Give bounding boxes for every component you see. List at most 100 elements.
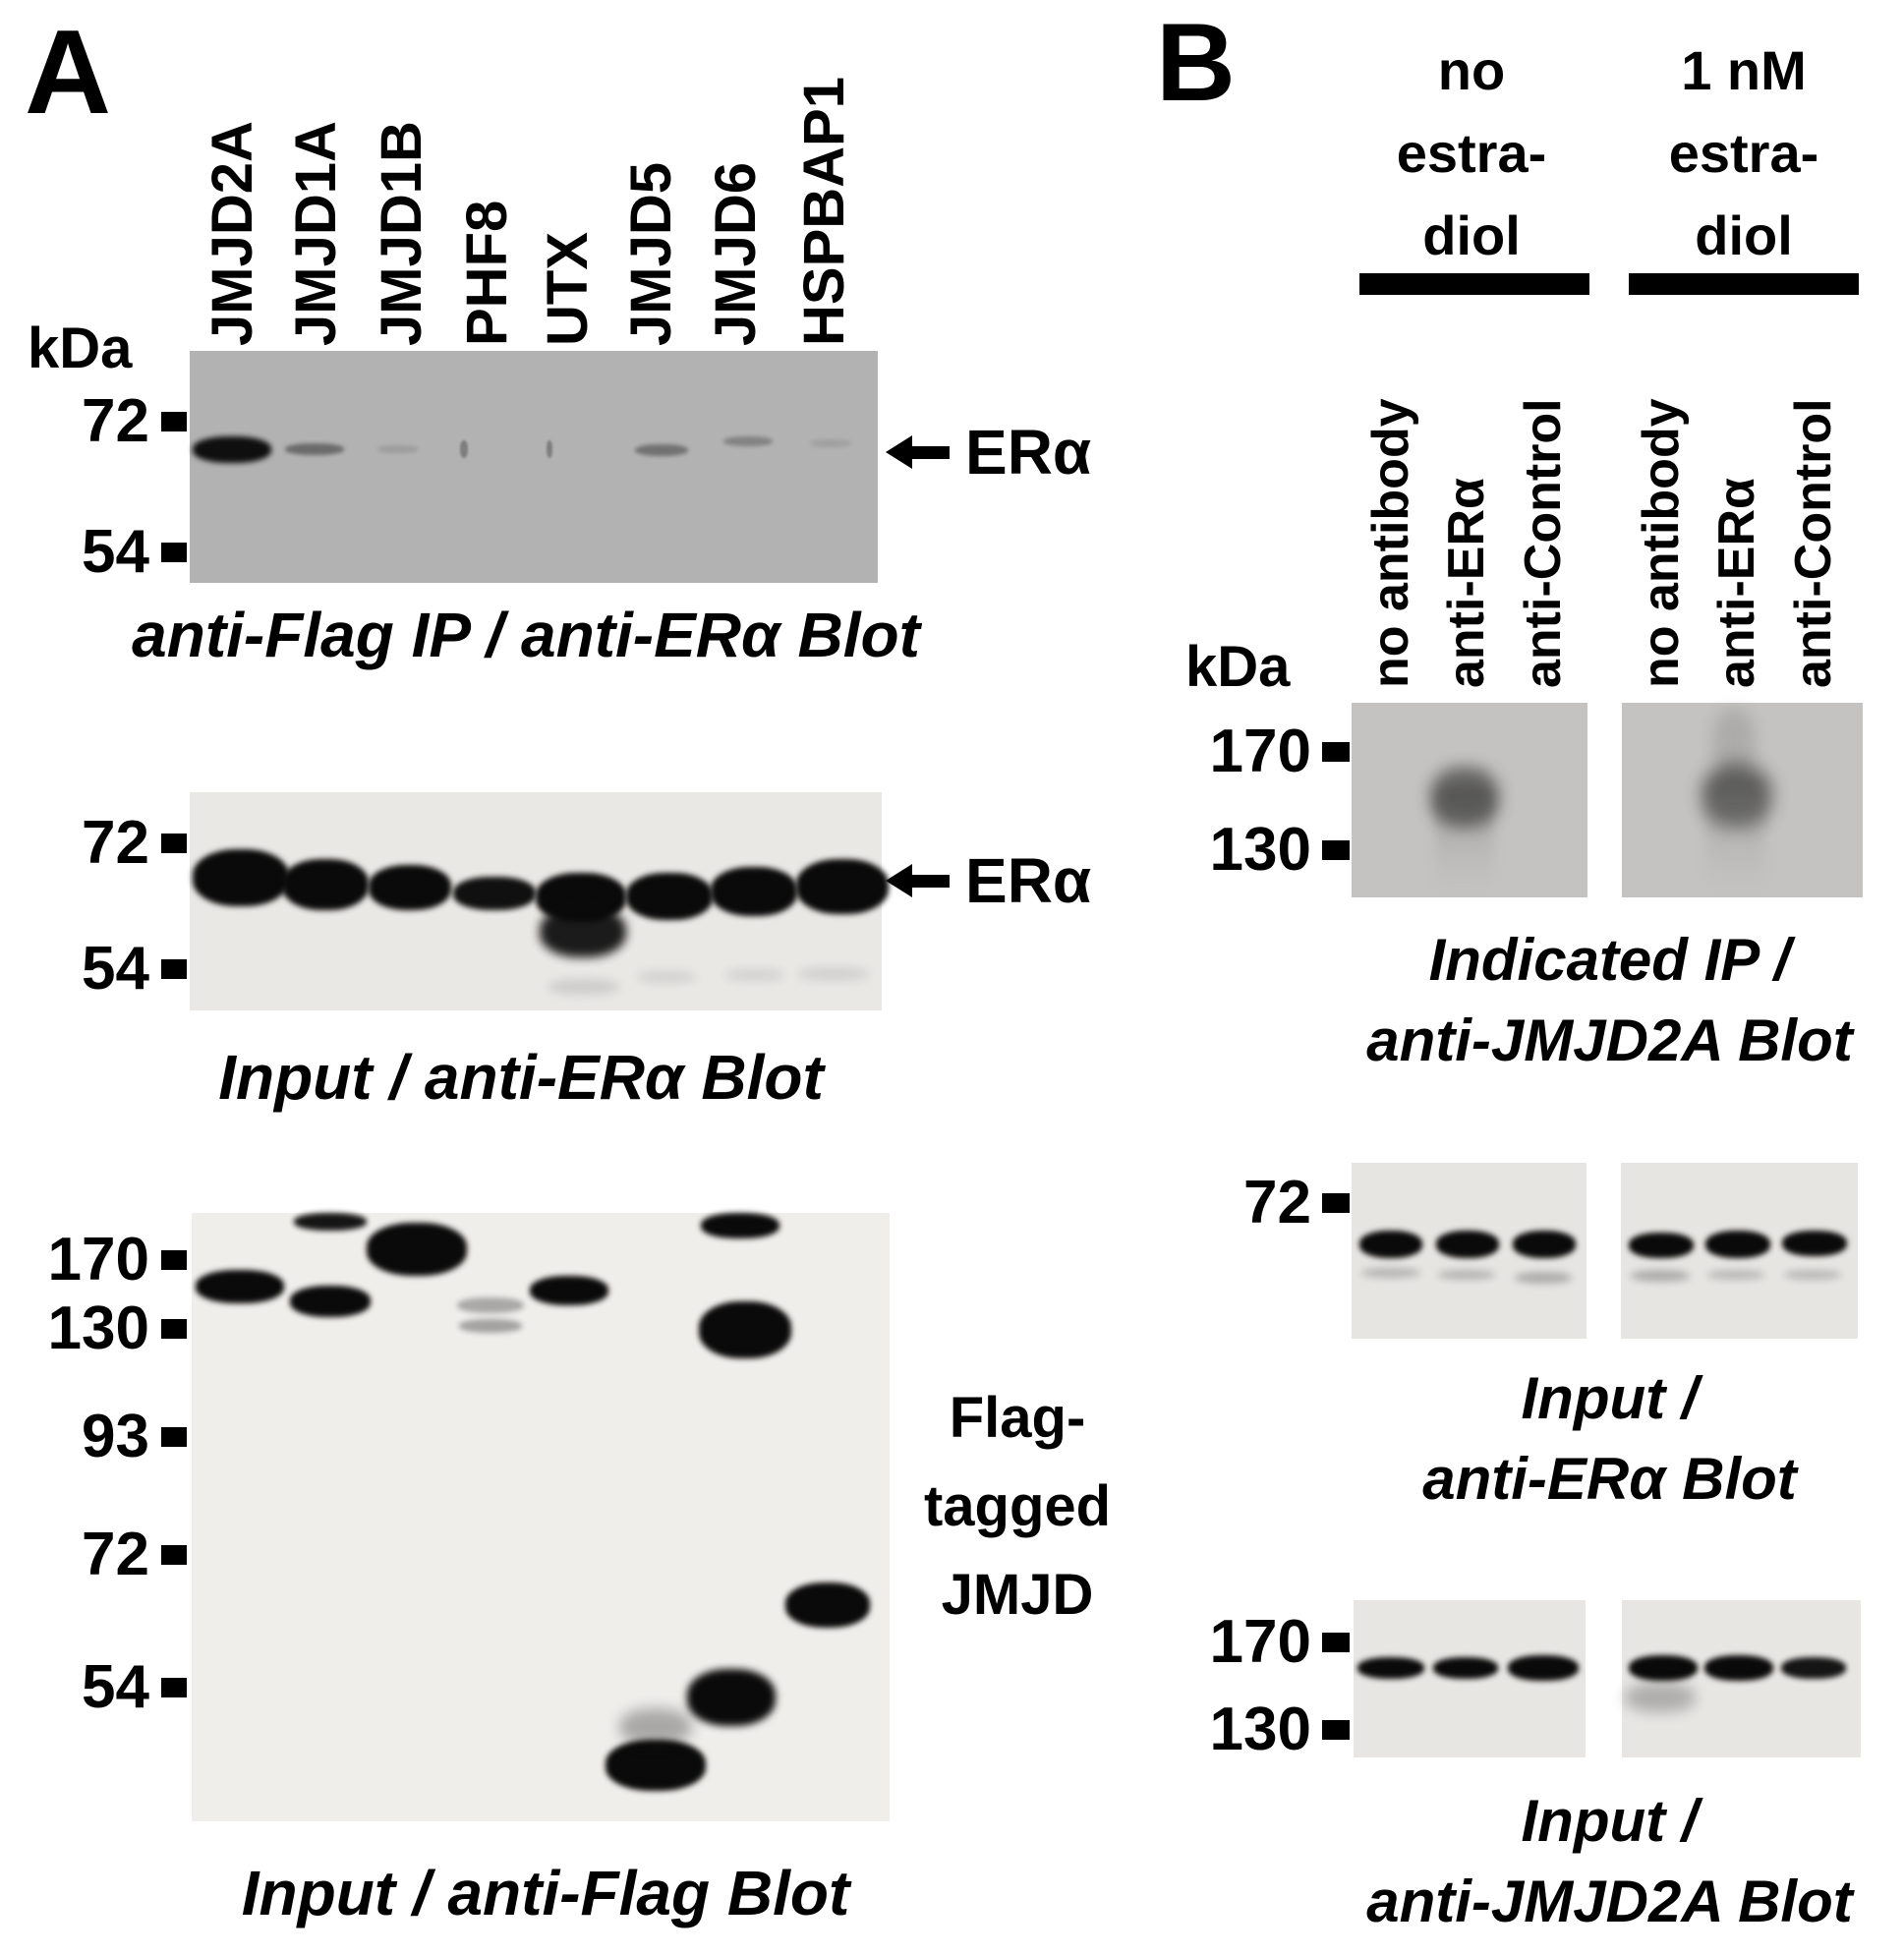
band — [1359, 1231, 1422, 1258]
marker-square-130 — [1322, 840, 1350, 860]
band — [1430, 767, 1499, 828]
side-label-line: Flag- — [949, 1386, 1086, 1450]
left-arrow-icon — [886, 435, 912, 469]
lane-label-JMJD6: JMJD6 — [704, 162, 768, 346]
kda-label-panel-a: kDa — [28, 316, 133, 380]
band — [1361, 1268, 1420, 1278]
band — [725, 969, 784, 981]
kda-label-panel-b: kDa — [1185, 635, 1291, 699]
lane-label-anti-Control: anti-Control — [1515, 398, 1572, 688]
lane-label-JMJD5: JMJD5 — [619, 162, 683, 346]
band — [290, 1286, 371, 1317]
marker-square-72 — [161, 1545, 187, 1565]
lane-label-JMJD1B: JMJD1B — [370, 121, 433, 346]
band — [637, 971, 696, 983]
lane-label-JMJD2A: JMJD2A — [201, 121, 264, 346]
marker-square-93 — [161, 1427, 187, 1447]
era-band-label: ERα — [965, 845, 1092, 916]
marker-label-54: 54 — [82, 1653, 149, 1721]
band — [1435, 786, 1494, 896]
band — [285, 443, 344, 455]
marker-square-54 — [161, 1678, 187, 1697]
band — [294, 1213, 367, 1231]
header-line: diol — [1422, 204, 1521, 266]
band — [369, 865, 451, 910]
marker-square-170 — [1322, 742, 1350, 762]
lane-label-no antibody: no antibody — [1362, 398, 1419, 688]
lane-label-PHF8: PHF8 — [455, 200, 519, 346]
left-arrow-shaft — [912, 874, 950, 888]
band — [687, 1669, 776, 1726]
band — [619, 1708, 692, 1746]
band — [1704, 1655, 1773, 1681]
era-arrow-row-input: ERα — [886, 849, 1091, 912]
marker-square-170 — [1322, 1633, 1350, 1652]
band — [635, 444, 688, 456]
band — [1702, 763, 1772, 828]
marker-label-72: 72 — [82, 809, 149, 877]
side-label-line: tagged — [923, 1474, 1112, 1538]
band — [193, 849, 289, 906]
band — [547, 440, 552, 458]
marker-square-72 — [1322, 1193, 1350, 1213]
band — [377, 445, 419, 453]
band — [1508, 1655, 1579, 1681]
flag-tagged-jmjd-label: Flag- tagged JMJD — [909, 1374, 1125, 1639]
lane-label-anti-ERα: anti-ERα — [1708, 478, 1765, 688]
header-line: diol — [1695, 204, 1793, 266]
band — [1705, 1231, 1770, 1258]
caption-line: Input / — [1521, 1788, 1699, 1854]
band — [723, 436, 773, 446]
panel-a-label: A — [25, 5, 112, 139]
era-band-label: ERα — [965, 417, 1092, 488]
band — [282, 859, 369, 910]
band — [1629, 1655, 1698, 1681]
band — [1631, 1270, 1690, 1282]
blot-a-ip — [190, 351, 878, 583]
left-arrow-shaft — [912, 445, 950, 459]
band — [1625, 1683, 1696, 1712]
band — [367, 1223, 467, 1276]
caption-b-input-jmjd2a: Input / anti-JMJD2A Blot — [1322, 1781, 1897, 1942]
band — [460, 440, 468, 458]
marker-square-130 — [1322, 1720, 1350, 1740]
band — [1712, 708, 1756, 776]
marker-square-54 — [161, 959, 187, 979]
band — [459, 1319, 522, 1333]
marker-label-72: 72 — [1243, 1169, 1311, 1236]
band — [785, 1582, 870, 1628]
band — [606, 1740, 706, 1791]
header-line: estra- — [1668, 122, 1819, 184]
marker-label-170: 170 — [47, 1226, 149, 1294]
band — [1784, 1270, 1841, 1280]
lane-label-JMJD1A: JMJD1A — [284, 121, 348, 346]
band — [540, 906, 626, 957]
marker-label-130: 130 — [1209, 1696, 1311, 1763]
band — [701, 1213, 779, 1238]
caption-line: anti-ERα Blot — [1422, 1446, 1797, 1512]
caption-line: anti-JMJD2A Blot — [1366, 1869, 1853, 1934]
band — [1707, 1270, 1764, 1280]
band — [1513, 1231, 1576, 1258]
band — [453, 877, 536, 910]
marker-label-54: 54 — [82, 518, 149, 586]
marker-label-72: 72 — [82, 387, 149, 455]
caption-line: Indicated IP / — [1428, 927, 1791, 993]
marker-square-54 — [161, 543, 187, 562]
header-line: estra- — [1396, 122, 1547, 184]
caption-line: Input / — [1521, 1365, 1699, 1431]
band — [711, 867, 797, 916]
band — [1357, 1657, 1424, 1679]
marker-label-130: 130 — [1209, 816, 1311, 884]
header-line: no — [1437, 39, 1506, 101]
lane-label-anti-ERα: anti-ERα — [1438, 478, 1495, 688]
header-underline-bar — [1629, 273, 1859, 295]
band — [1515, 1272, 1572, 1284]
caption-line: anti-JMJD2A Blot — [1366, 1007, 1853, 1073]
caption-a-ip-blot: anti-Flag IP / anti-ERα Blot — [132, 600, 920, 670]
caption-b-input-er: Input / anti-ERα Blot — [1322, 1358, 1897, 1520]
band — [699, 1301, 791, 1358]
era-arrow-row-ip: ERα — [886, 421, 1091, 484]
caption-a-input-er-blot: Input / anti-ERα Blot — [218, 1042, 824, 1113]
side-label-line: JMJD — [941, 1563, 1094, 1627]
